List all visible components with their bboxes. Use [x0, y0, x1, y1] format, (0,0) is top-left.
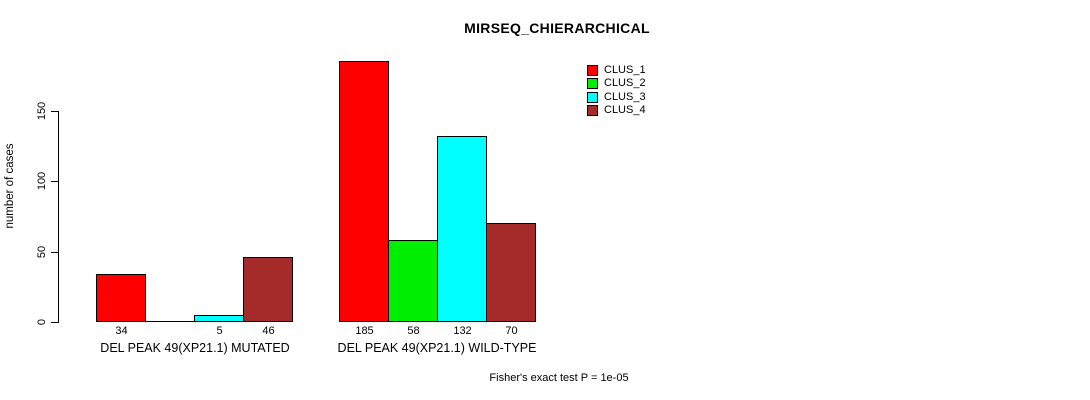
bar-clus1-mutated: [96, 274, 146, 322]
y-tick: [51, 111, 58, 112]
y-tick-label: 150: [36, 101, 48, 121]
legend-label-clus_4: CLUS_4: [604, 104, 646, 116]
legend-swatch-clus_2: [587, 78, 598, 89]
y-tick-label: 50: [36, 245, 48, 259]
bar-clus2-wild-type: [388, 240, 438, 322]
y-tick: [51, 181, 58, 182]
bar-clus1-wild-type: [339, 61, 389, 322]
chart-title: MIRSEQ_CHIERARCHICAL: [464, 20, 650, 36]
bar-clus3-mutated: [194, 315, 244, 322]
legend-label-clus_1: CLUS_1: [604, 64, 646, 76]
group-label-mutated: DEL PEAK 49(XP21.1) MUTATED: [100, 341, 290, 355]
annotation-text: Fisher's exact test P = 1e-05: [489, 372, 629, 384]
bar-clus3-wild-type: [437, 136, 487, 322]
legend-label-clus_3: CLUS_3: [604, 91, 646, 103]
legend-swatch-clus_1: [587, 65, 598, 76]
bar-value-clus3-wild-type: 132: [453, 325, 472, 337]
y-tick-label: 100: [36, 171, 48, 191]
legend-swatch-clus_4: [587, 105, 598, 116]
y-axis-label: number of cases: [4, 143, 16, 229]
bar-clus4-mutated: [243, 257, 293, 322]
bar-clus4-wild-type: [486, 223, 536, 322]
bar-value-clus4-mutated: 46: [262, 325, 275, 337]
y-tick-label: 0: [36, 318, 48, 326]
bar-value-clus1-wild-type: 185: [355, 325, 374, 337]
bar-value-clus2-wild-type: 58: [407, 325, 420, 337]
y-axis-line: [58, 111, 59, 323]
bar-value-clus1-mutated: 34: [115, 325, 128, 337]
group-label-wild-type: DEL PEAK 49(XP21.1) WILD-TYPE: [337, 341, 537, 355]
legend-label-clus_2: CLUS_2: [604, 77, 646, 89]
bar-value-clus4-wild-type: 70: [505, 325, 518, 337]
bar-value-clus3-mutated: 5: [216, 325, 223, 337]
y-tick: [51, 252, 58, 253]
bar-clus2-mutated-zero: [145, 321, 195, 322]
y-tick: [51, 322, 58, 323]
legend-swatch-clus_3: [587, 92, 598, 103]
